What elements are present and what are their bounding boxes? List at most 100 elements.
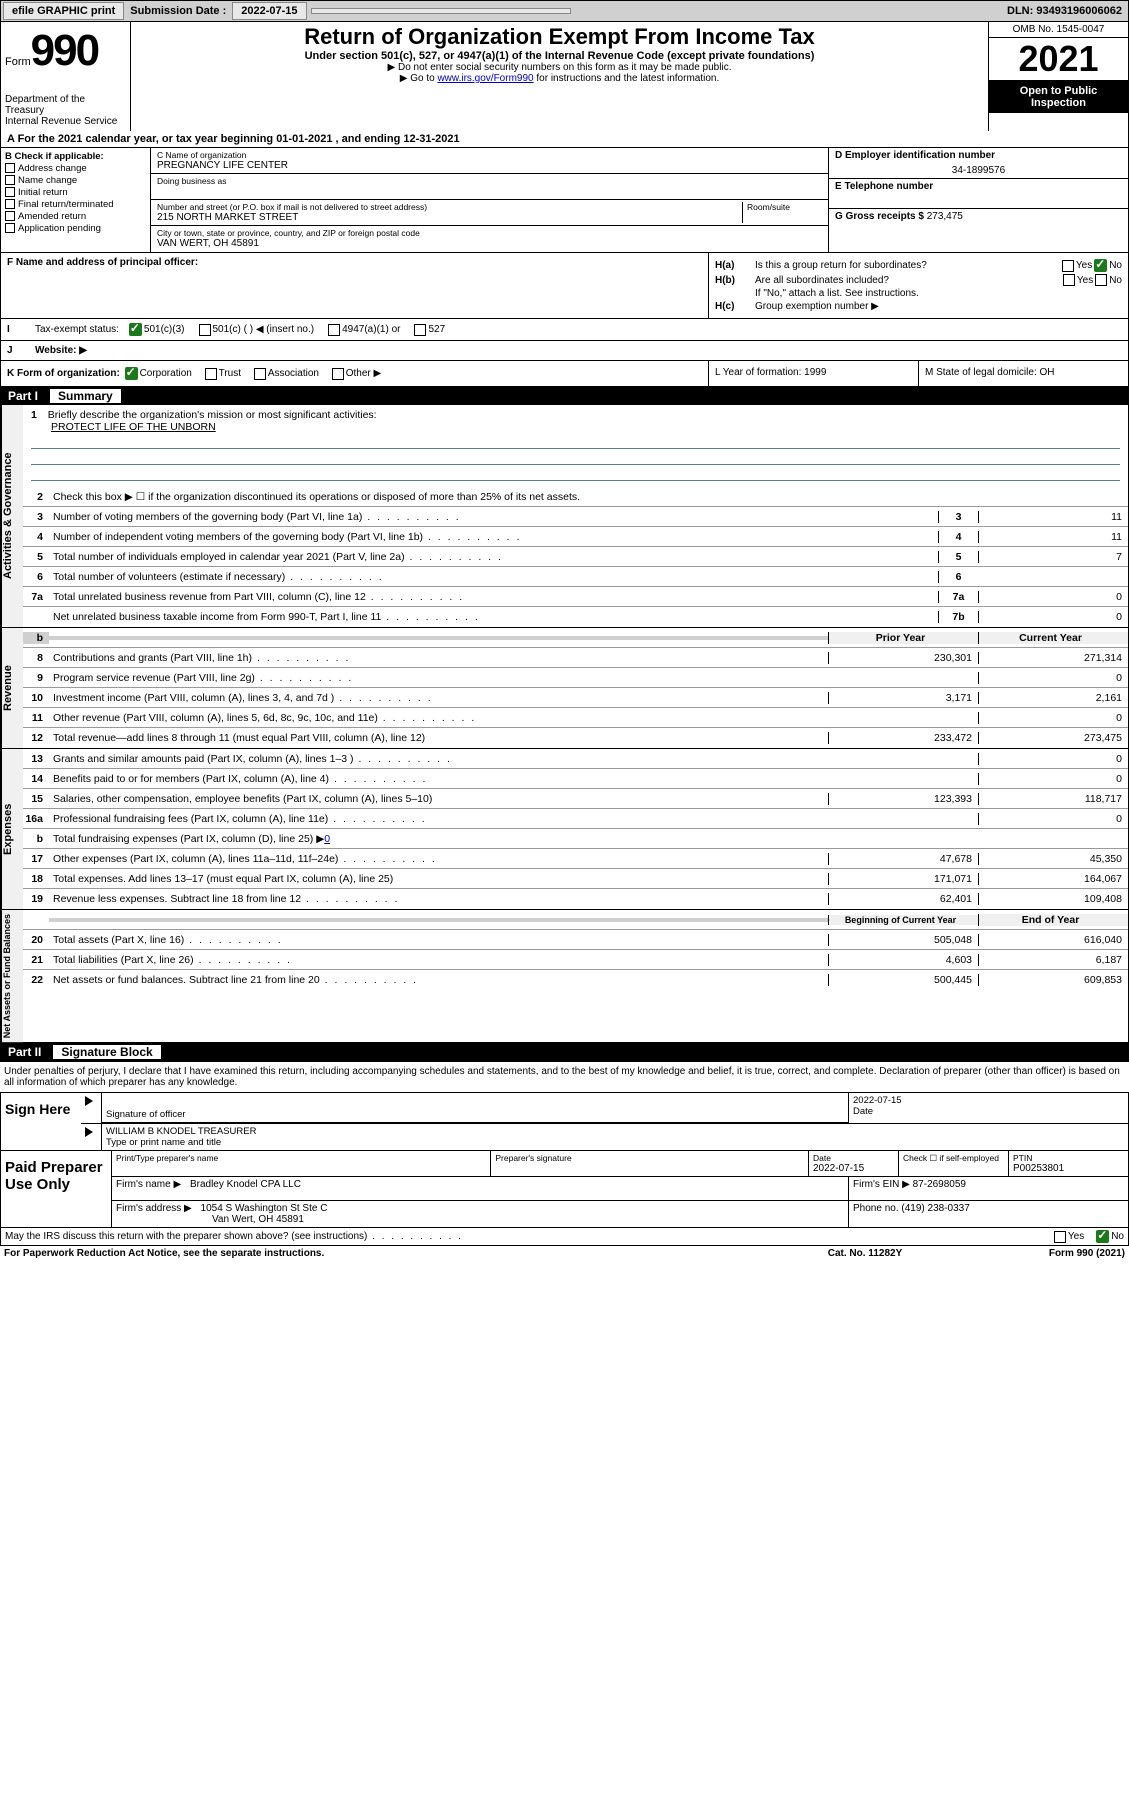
chk-initial-return[interactable]: [5, 187, 15, 197]
gross-receipts-value: 273,475: [927, 211, 963, 222]
form-header: Form 990 Department of the Treasury Inte…: [0, 22, 1129, 131]
prep-date-label: Date: [813, 1153, 894, 1163]
phone-label: E Telephone number: [835, 181, 1122, 192]
omb-number: OMB No. 1545-0047: [989, 22, 1128, 38]
discuss-yes-chk[interactable]: [1054, 1231, 1066, 1243]
line1-text: Briefly describe the organization's miss…: [48, 409, 377, 421]
irs-label: Internal Revenue Service: [5, 116, 126, 127]
chk-final-return[interactable]: [5, 199, 15, 209]
line3-val: 11: [978, 511, 1128, 523]
line20-prior: 505,048: [828, 934, 978, 946]
line7b-val: 0: [978, 611, 1128, 623]
section-fh: F Name and address of principal officer:…: [0, 253, 1129, 319]
ha-yes-chk[interactable]: [1062, 260, 1074, 272]
dln-label: DLN: 93493196006062: [1007, 5, 1128, 17]
line21-curr: 6,187: [978, 954, 1128, 966]
chk-501c[interactable]: [199, 324, 211, 336]
line15-prior: 123,393: [828, 793, 978, 805]
col-de: D Employer identification number 34-1899…: [828, 148, 1128, 252]
chk-4947[interactable]: [328, 324, 340, 336]
chk-app-pending[interactable]: [5, 223, 15, 233]
line5-val: 7: [978, 551, 1128, 563]
line10-prior: 3,171: [828, 692, 978, 704]
line18-curr: 164,067: [978, 873, 1128, 885]
firm-phone-label: Phone no.: [853, 1203, 899, 1214]
hb-no-chk[interactable]: [1095, 274, 1107, 286]
hb-yes-chk[interactable]: [1063, 274, 1075, 286]
discuss-no-chk[interactable]: [1096, 1230, 1109, 1243]
chk-527[interactable]: [414, 324, 426, 336]
c-name-label: C Name of organization: [157, 150, 822, 160]
gross-receipts-label: G Gross receipts $: [835, 211, 924, 222]
line5-text: Total number of individuals employed in …: [49, 549, 938, 565]
line18-text: Total expenses. Add lines 13–17 (must eq…: [49, 871, 828, 887]
line14-text: Benefits paid to or for members (Part IX…: [49, 771, 828, 787]
chk-other[interactable]: [332, 368, 344, 380]
line20-curr: 616,040: [978, 934, 1128, 946]
vtab-netassets: Net Assets or Fund Balances: [1, 910, 23, 1042]
part1-title: Summary: [50, 389, 121, 403]
irs-link[interactable]: www.irs.gov/Form990: [437, 73, 533, 84]
form-subtitle: Under section 501(c), 527, or 4947(a)(1)…: [139, 50, 980, 62]
city-value: VAN WERT, OH 45891: [157, 238, 822, 249]
line22-prior: 500,445: [828, 974, 978, 986]
prep-name-label: Print/Type preparer's name: [116, 1153, 486, 1163]
line17-prior: 47,678: [828, 853, 978, 865]
arrow-icon: [85, 1096, 93, 1106]
beginning-hdr: Beginning of Current Year: [828, 915, 978, 925]
line15-curr: 118,717: [978, 793, 1128, 805]
line16a-curr: 0: [978, 813, 1128, 825]
submission-label: Submission Date :: [126, 5, 230, 17]
efile-print-button[interactable]: efile GRAPHIC print: [3, 2, 124, 20]
line16a-text: Professional fundraising fees (Part IX, …: [49, 811, 828, 827]
sig-name-value: WILLIAM B KNODEL TREASURER: [106, 1126, 1124, 1137]
chk-name-change[interactable]: [5, 175, 15, 185]
netassets-block: Net Assets or Fund Balances Beginning of…: [0, 910, 1129, 1043]
firm-ein-value: 87-2698059: [913, 1179, 966, 1190]
chk-address-change[interactable]: [5, 163, 15, 173]
line17-text: Other expenses (Part IX, column (A), lin…: [49, 851, 828, 867]
form-number: 990: [31, 26, 98, 76]
firm-name-label: Firm's name ▶: [116, 1179, 181, 1190]
line12-prior: 233,472: [828, 732, 978, 744]
i-text: Tax-exempt status:: [27, 324, 127, 335]
line17-curr: 45,350: [978, 853, 1128, 865]
m-domicile: M State of legal domicile: OH: [918, 361, 1128, 386]
chk-amended[interactable]: [5, 211, 15, 221]
expenses-block: Expenses 13Grants and similar amounts pa…: [0, 749, 1129, 910]
vtab-revenue: Revenue: [1, 628, 23, 748]
prep-date-value: 2022-07-15: [813, 1163, 894, 1174]
hb-label: H(b): [715, 275, 755, 286]
section-bcde: B Check if applicable: Address change Na…: [0, 148, 1129, 253]
chk-trust[interactable]: [205, 368, 217, 380]
line15-text: Salaries, other compensation, employee b…: [49, 791, 828, 807]
sig-date-label: Date: [853, 1106, 1124, 1117]
paid-preparer-label: Paid Preparer Use Only: [1, 1151, 111, 1227]
vtab-expenses: Expenses: [1, 749, 23, 909]
form-word: Form: [5, 56, 31, 68]
firm-addr-label: Firm's address ▶: [116, 1203, 192, 1214]
line13-curr: 0: [978, 753, 1128, 765]
ha-no-chk[interactable]: [1094, 259, 1107, 272]
chk-501c3[interactable]: [129, 323, 142, 336]
firm-name-value: Bradley Knodel CPA LLC: [184, 1179, 301, 1190]
line20-text: Total assets (Part X, line 16): [49, 932, 828, 948]
self-employed-check[interactable]: Check ☐ if self-employed: [898, 1151, 1008, 1176]
part1-header: Part I Summary: [0, 387, 1129, 405]
col-f: F Name and address of principal officer:: [1, 253, 708, 318]
hb-text: Are all subordinates included?: [755, 275, 1061, 286]
pra-notice: For Paperwork Reduction Act Notice, see …: [4, 1248, 765, 1259]
firm-addr1: 1054 S Washington St Ste C: [195, 1203, 328, 1214]
hb-note: If "No," attach a list. See instructions…: [755, 288, 919, 299]
ptin-value: P00253801: [1013, 1163, 1124, 1174]
paid-preparer-block: Paid Preparer Use Only Print/Type prepar…: [0, 1151, 1129, 1228]
submission-date-button[interactable]: 2022-07-15: [232, 2, 306, 20]
line18-prior: 171,071: [828, 873, 978, 885]
row-klm: K Form of organization: Corporation Trus…: [0, 361, 1129, 387]
line8-prior: 230,301: [828, 652, 978, 664]
chk-assoc[interactable]: [254, 368, 266, 380]
chk-corp[interactable]: [125, 367, 138, 380]
part1-num: Part I: [8, 389, 50, 403]
ptin-label: PTIN: [1013, 1153, 1124, 1163]
k-label: K Form of organization:: [7, 368, 120, 379]
